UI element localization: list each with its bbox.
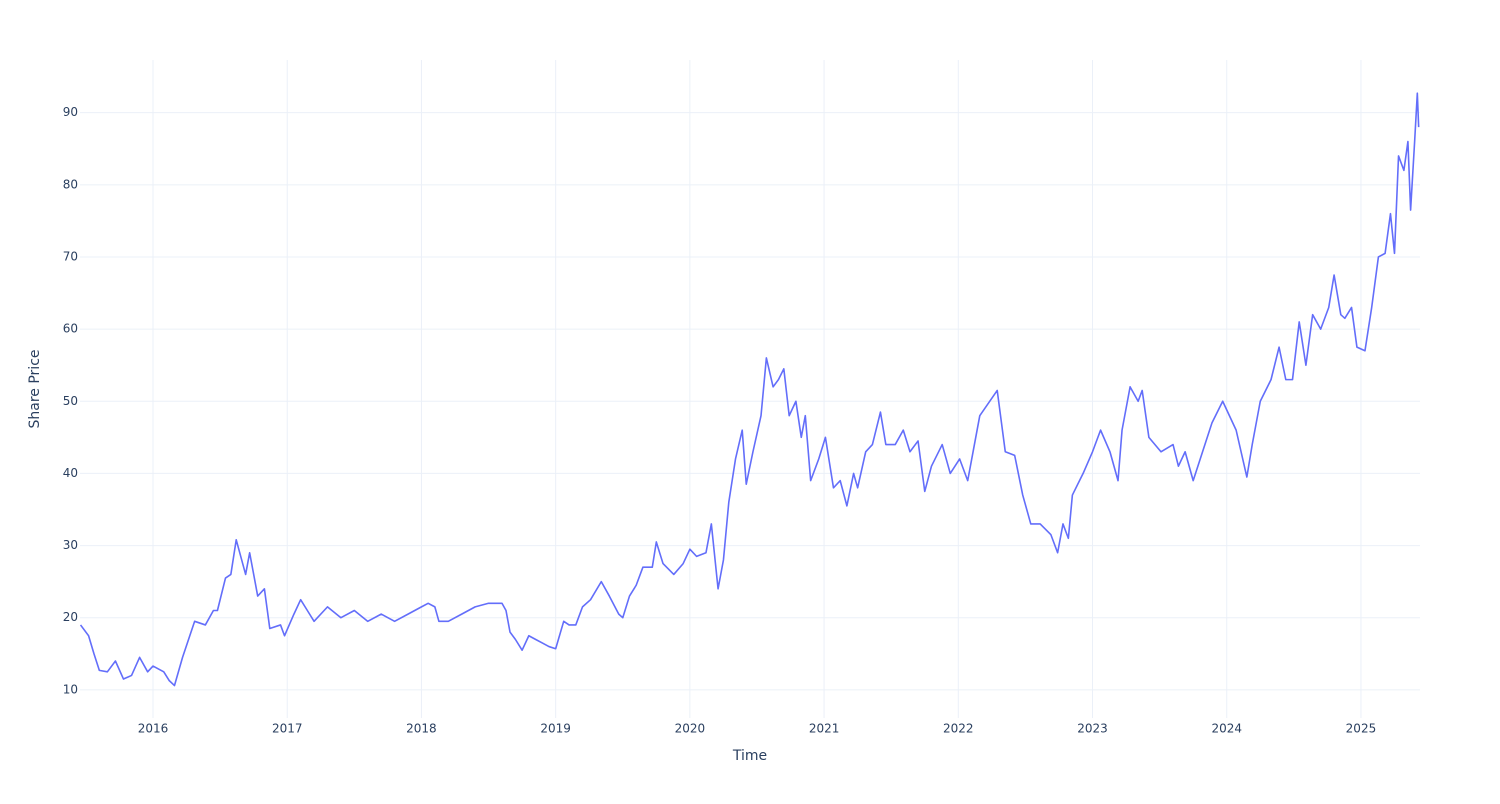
y-axis-title: Share Price xyxy=(27,349,43,428)
x-tick-label: 2016 xyxy=(138,722,169,736)
x-axis-title: Time xyxy=(732,748,767,764)
y-tick-label: 10 xyxy=(63,682,78,696)
x-tick-label: 2017 xyxy=(272,722,303,736)
y-tick-label: 30 xyxy=(63,538,78,552)
y-tick-label: 20 xyxy=(63,610,78,624)
x-tick-label: 2023 xyxy=(1077,722,1108,736)
x-tick-label: 2024 xyxy=(1211,722,1242,736)
y-tick-label: 40 xyxy=(63,466,78,480)
y-tick-label: 80 xyxy=(63,177,78,191)
y-tick-label: 60 xyxy=(63,322,78,336)
x-tick-label: 2020 xyxy=(675,722,706,736)
x-tick-label: 2019 xyxy=(540,722,571,736)
price-line xyxy=(79,92,1420,687)
y-tick-label: 90 xyxy=(63,105,78,119)
y-tick-label: 50 xyxy=(63,394,78,408)
x-tick-label: 2018 xyxy=(406,722,437,736)
x-tick-label: 2025 xyxy=(1346,722,1377,736)
x-tick-label: 2021 xyxy=(809,722,840,736)
x-tick-label: 2022 xyxy=(943,722,974,736)
y-tick-label: 70 xyxy=(63,249,78,263)
